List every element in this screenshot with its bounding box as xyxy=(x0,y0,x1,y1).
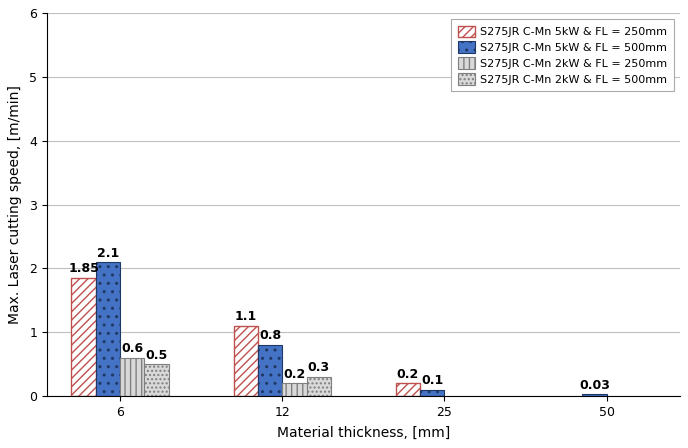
Text: 0.6: 0.6 xyxy=(121,342,143,355)
Bar xyxy=(307,377,331,396)
Bar xyxy=(396,383,420,396)
Bar xyxy=(120,358,144,396)
Bar xyxy=(582,394,607,396)
Bar xyxy=(96,262,120,396)
Text: 0.2: 0.2 xyxy=(283,368,305,381)
Text: 0.8: 0.8 xyxy=(259,329,281,342)
Text: 0.03: 0.03 xyxy=(579,379,610,392)
X-axis label: Material thickness, [mm]: Material thickness, [mm] xyxy=(277,426,450,439)
Bar xyxy=(258,345,282,396)
Y-axis label: Max. Laser cutting speed, [m/min]: Max. Laser cutting speed, [m/min] xyxy=(8,85,22,324)
Text: 0.1: 0.1 xyxy=(421,374,443,387)
Bar xyxy=(282,383,307,396)
Legend: S275JR C-Mn 5kW & FL = 250mm, S275JR C-Mn 5kW & FL = 500mm, S275JR C-Mn 2kW & FL: S275JR C-Mn 5kW & FL = 250mm, S275JR C-M… xyxy=(451,19,674,91)
Text: 0.5: 0.5 xyxy=(145,349,168,362)
Text: 0.2: 0.2 xyxy=(397,368,419,381)
Text: 2.1: 2.1 xyxy=(97,246,119,259)
Text: 0.3: 0.3 xyxy=(308,362,330,375)
Text: 1.85: 1.85 xyxy=(68,263,99,276)
Text: 1.1: 1.1 xyxy=(235,310,257,323)
Bar xyxy=(233,326,258,396)
Bar xyxy=(72,278,96,396)
Bar xyxy=(144,364,169,396)
Bar xyxy=(420,390,444,396)
